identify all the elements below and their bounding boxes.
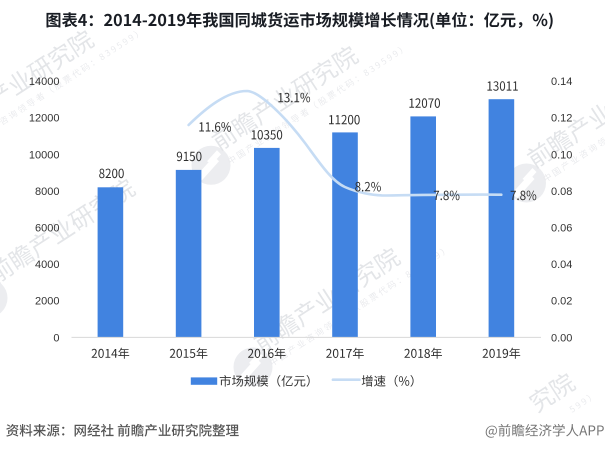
svg-text:0.12: 0.12 (551, 113, 572, 125)
svg-text:0.02: 0.02 (551, 296, 572, 308)
svg-text:2000: 2000 (35, 296, 59, 308)
svg-text:0: 0 (53, 332, 59, 344)
svg-text:10000: 10000 (29, 149, 60, 161)
svg-text:0.04: 0.04 (551, 259, 572, 271)
svg-text:12000: 12000 (29, 113, 60, 125)
svg-text:0.10: 0.10 (551, 149, 572, 161)
svg-text:14000: 14000 (29, 76, 60, 88)
svg-text:6000: 6000 (35, 223, 59, 235)
svg-text:0.00: 0.00 (551, 332, 572, 344)
svg-text:8000: 8000 (35, 186, 59, 198)
svg-text:0.08: 0.08 (551, 186, 572, 198)
svg-text:0.14: 0.14 (551, 76, 572, 88)
svg-text:4000: 4000 (35, 259, 59, 271)
svg-text:0.06: 0.06 (551, 223, 572, 235)
